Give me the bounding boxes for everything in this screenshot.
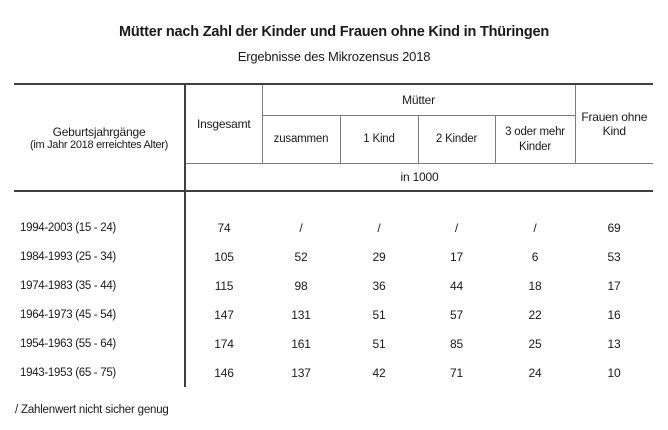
cell-value: 51	[372, 336, 386, 351]
cell-value: 85	[450, 336, 463, 351]
cell-value: 137	[291, 365, 311, 380]
header-row-subcolumns: zusammen 1 Kind 2 Kinder 3 oder mehr Kin…	[14, 115, 653, 164]
cell-value: 36	[372, 278, 386, 293]
table-row: 1984-1993 (25 - 34) 105 52 29 17 6 53	[14, 242, 653, 271]
cell-value: 174	[214, 336, 234, 351]
cell-value: /	[454, 220, 459, 235]
header-row-unit: in 1000	[14, 163, 653, 192]
row-label: 1994-2003 (15 - 24)	[14, 213, 186, 242]
header-insgesamt: Insgesamt	[185, 84, 263, 164]
cell-value: 146	[214, 365, 234, 380]
cell-value: 24	[528, 365, 542, 380]
header-muetter-group: Mütter	[262, 84, 576, 116]
row-label: 1943-1953 (65 - 75)	[14, 358, 186, 387]
cell-value: 51	[372, 307, 386, 322]
cell-value: 131	[291, 307, 311, 322]
table-row: 1964-1973 (45 - 54) 147 131 51 57 22 16	[14, 300, 653, 329]
header-1-kind: 1 Kind	[340, 115, 419, 164]
footnote: / Zahlenwert nicht sicher genug	[15, 404, 169, 416]
cell-value: /	[377, 220, 381, 235]
row-label: 1964-1973 (45 - 54)	[14, 300, 186, 329]
header-frauen-ohne-kind: Frauen ohne Kind	[575, 84, 653, 164]
cell-value: 16	[607, 307, 621, 322]
header-geburtsjahrgaenge-line2: (im Jahr 2018 erreichtes Alter)	[29, 138, 169, 151]
table-row: 1974-1983 (35 - 44) 115 98 36 44 18 17	[14, 271, 653, 300]
cell-value: 18	[528, 278, 542, 293]
cell-value: 29	[372, 249, 386, 264]
cell-value: 6	[531, 249, 539, 264]
cell-value: 161	[291, 336, 311, 351]
cell-value: 10	[607, 365, 621, 380]
header-geburtsjahrgaenge: Geburtsjahrgänge (im Jahr 2018 erreichte…	[14, 84, 186, 192]
row-label: 1954-1963 (55 - 64)	[14, 329, 186, 358]
table-row: 1954-1963 (55 - 64) 174 161 51 85 25 13	[14, 329, 653, 358]
page-subtitle: Ergebnisse des Mikrozensus 2018	[237, 49, 431, 64]
table-row: 1943-1953 (65 - 75) 146 137 42 71 24 10	[14, 358, 653, 387]
header-2-kinder: 2 Kinder	[418, 115, 496, 164]
cell-value: 44	[450, 278, 463, 293]
cell-value: 17	[607, 278, 621, 293]
page-title: Mütter nach Zahl der Kinder und Frauen o…	[118, 24, 550, 40]
table-row: 1994-2003 (15 - 24) 74 / / / / 69	[14, 213, 653, 242]
spacer-cell	[14, 191, 186, 213]
cell-value: 71	[450, 365, 463, 380]
cell-value: 25	[528, 336, 542, 351]
spacer-row	[14, 191, 653, 213]
cell-value: 53	[607, 249, 621, 264]
cell-value: 52	[294, 249, 308, 264]
cell-value: 57	[450, 307, 463, 322]
table-body: 1994-2003 (15 - 24) 74 / / / / 69 1984-1…	[14, 191, 653, 387]
cell-value: /	[533, 220, 537, 235]
header-3-oder-mehr-kinder: 3 oder mehr Kinder	[495, 115, 576, 164]
cell-value: /	[299, 220, 303, 235]
cell-value: 69	[607, 220, 621, 235]
table-header: Geburtsjahrgänge (im Jahr 2018 erreichte…	[14, 84, 653, 192]
cell-value: 115	[214, 278, 234, 293]
row-label: 1974-1983 (35 - 44)	[14, 271, 186, 300]
cell-value: 105	[214, 249, 234, 264]
cell-value: 17	[450, 249, 463, 264]
cell-value: 74	[217, 220, 231, 235]
spacer-cell	[185, 191, 653, 213]
cell-value: 13	[607, 336, 621, 351]
unit-label: in 1000	[185, 163, 653, 192]
cell-value: 147	[214, 307, 234, 322]
row-label: 1984-1993 (25 - 34)	[14, 242, 186, 271]
header-zusammen: zusammen	[262, 115, 341, 164]
header-row-group: Geburtsjahrgänge (im Jahr 2018 erreichte…	[14, 84, 653, 192]
cell-value: 22	[528, 307, 542, 322]
statistics-table: Geburtsjahrgänge (im Jahr 2018 erreichte…	[14, 83, 653, 387]
cell-value: 98	[294, 278, 308, 293]
cell-value: 42	[372, 365, 386, 380]
header-geburtsjahrgaenge-line1: Geburtsjahrgänge	[52, 124, 146, 139]
